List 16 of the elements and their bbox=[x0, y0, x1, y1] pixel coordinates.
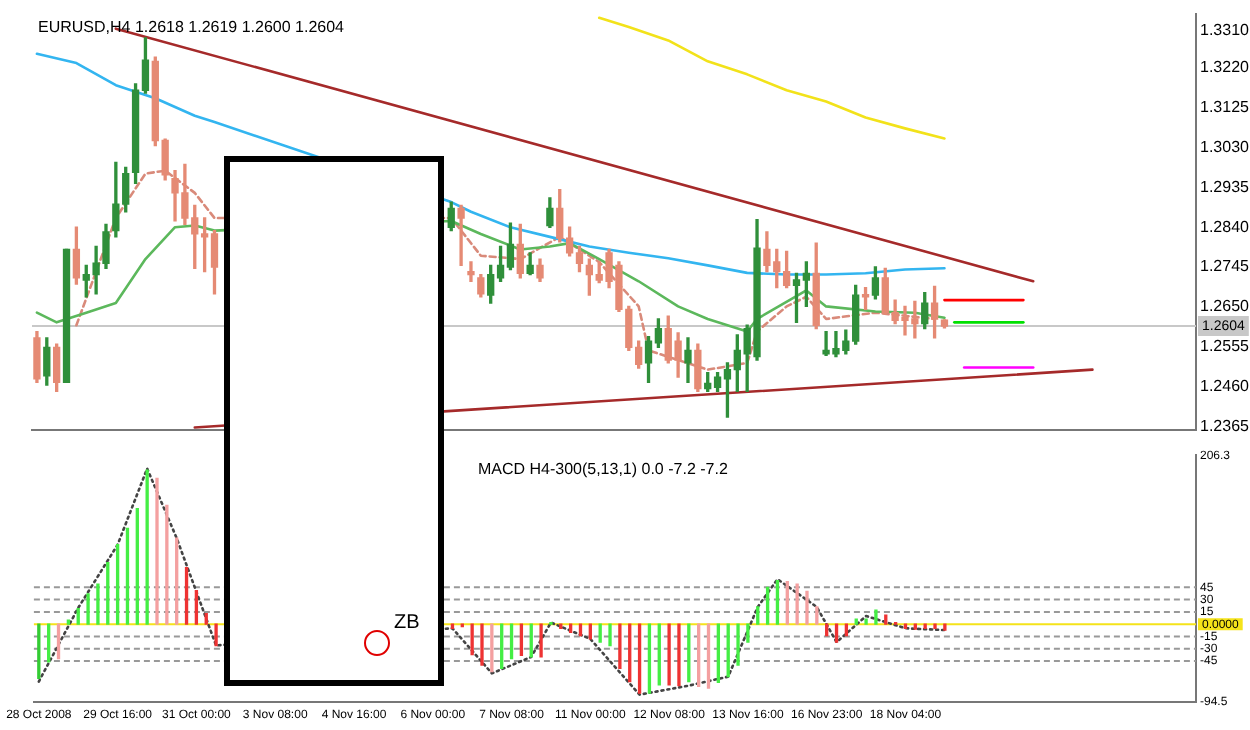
y-tick-label: 1.2460 bbox=[1200, 376, 1250, 395]
y-tick-label: 1.2365 bbox=[1200, 416, 1250, 435]
y-tick-label: 1.2840 bbox=[1200, 217, 1250, 236]
annotation: ZB bbox=[394, 612, 420, 634]
candlestick bbox=[467, 261, 475, 282]
y-tick-label: 1.2935 bbox=[1200, 177, 1250, 196]
y-tick-label: 1.3125 bbox=[1200, 98, 1250, 117]
y-tick-label: 1.2650 bbox=[1200, 297, 1250, 316]
y-tick-label: 1.2555 bbox=[1200, 337, 1250, 356]
y-tick-label: 1.3310 bbox=[1200, 20, 1250, 39]
chart-title: EURUSD,H4 1.2618 1.2619 1.2600 1.2604 bbox=[38, 18, 346, 37]
candlestick bbox=[457, 204, 465, 267]
y-tick-label: 1.3220 bbox=[1200, 58, 1250, 77]
y-tick-label: 1.3030 bbox=[1200, 138, 1250, 157]
y-tick-label: 1.2745 bbox=[1200, 257, 1250, 276]
chart-title: MACD H4-300(5,13,1) 0.0 -7.2 -7.2 bbox=[477, 459, 729, 478]
